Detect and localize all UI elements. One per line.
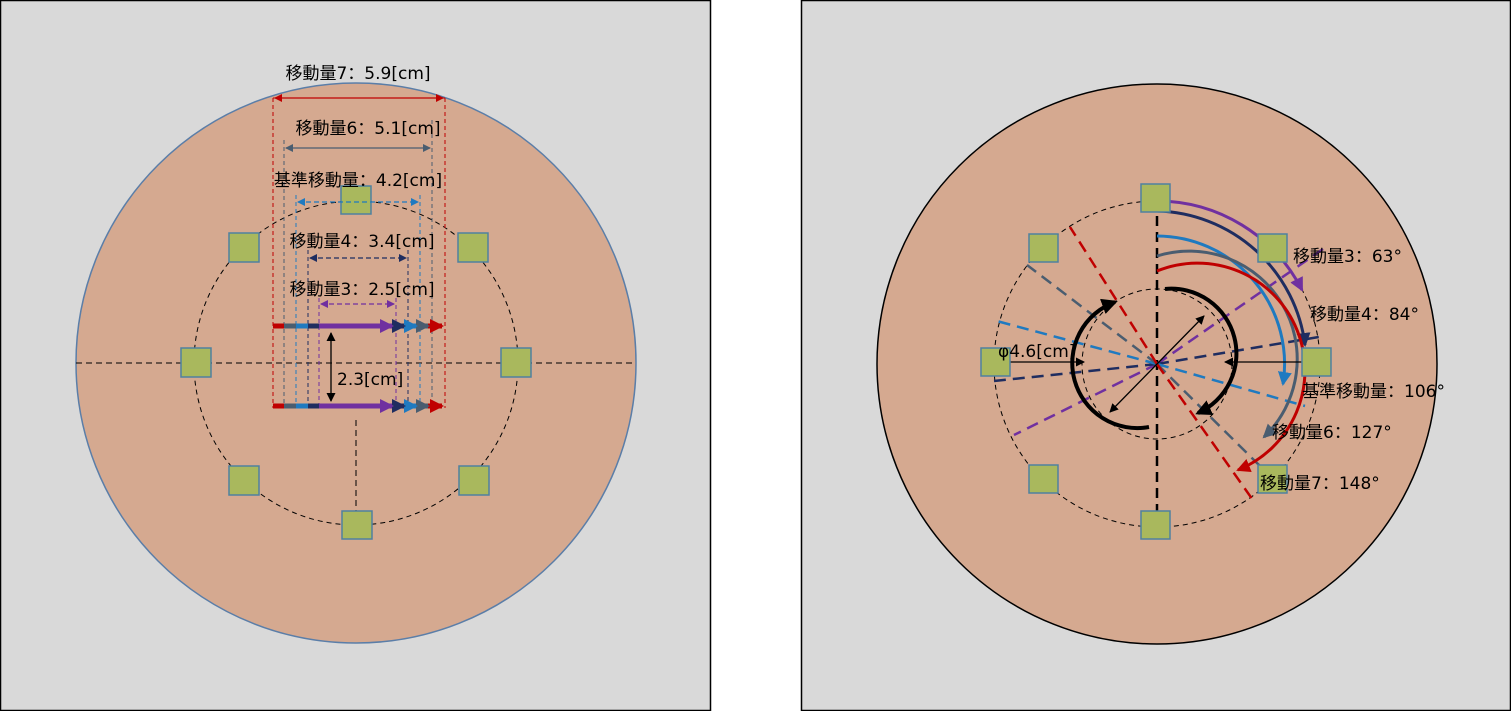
left-pad-bottom [341, 510, 373, 540]
right-pad-left [980, 347, 1011, 377]
right-label-base: 基準移動量：106° [1302, 382, 1445, 402]
right-label-diameter: φ4.6[cm] [998, 342, 1075, 362]
left-pad-left [180, 347, 212, 378]
right-pad-bottom [1140, 510, 1171, 540]
right-panel: φ4.6[cm] 移動量3：63° 移動量4：84° 基準移動量：106° 移動… [800, 0, 1511, 711]
radial-navy-opposite [993, 362, 1158, 383]
radial-red-opposite [1068, 226, 1159, 365]
left-label-amount6: 移動量6：5.1[cm] [295, 119, 440, 139]
right-pad-lower-right [1257, 464, 1288, 494]
arc-base [1156, 234, 1292, 386]
left-pad-lower-right [458, 465, 490, 496]
right-label-amount7: 移動量7：148° [1260, 474, 1380, 494]
right-label-amount3: 移動量3：63° [1293, 247, 1402, 267]
right-pad-upper-right [1257, 233, 1288, 263]
arc-amount4 [1156, 209, 1311, 347]
right-label-amount4: 移動量4：84° [1310, 305, 1419, 325]
arc-amount7 [1156, 261, 1307, 472]
left-label-amount4: 移動量4：3.4[cm] [289, 232, 434, 252]
left-label-base: 基準移動量：4.2[cm] [274, 171, 442, 191]
radial-slate [1156, 363, 1263, 469]
right-label-amount6: 移動量6：127° [1272, 423, 1392, 443]
left-pad-upper-right [457, 232, 489, 263]
left-label-gap: 2.3[cm] [337, 370, 403, 390]
right-pad-upper-left [1028, 233, 1059, 263]
right-pad-top [1140, 183, 1171, 213]
radial-blue [1156, 362, 1306, 408]
left-panel: 移動量7：5.9[cm] 移動量6：5.1[cm] 基準移動量：4.2[cm] … [0, 0, 712, 711]
left-pad-lower-left [228, 465, 260, 496]
rotation-arrow-left [1070, 298, 1150, 431]
left-pad-upper-left [228, 232, 260, 263]
rotation-arrow-right [1164, 286, 1239, 415]
radial-purple [1156, 247, 1324, 366]
right-pad-lower-left [1028, 464, 1059, 494]
left-label-amount7: 移動量7：5.9[cm] [285, 64, 430, 84]
right-pad-right [1301, 347, 1332, 377]
arc-amount3 [1156, 199, 1304, 292]
radial-red [1155, 363, 1257, 504]
radius-arrow [1156, 315, 1205, 365]
radius-arrow-opposite [1109, 363, 1158, 413]
left-pad-right [500, 347, 532, 378]
left-label-amount3: 移動量3：2.5[cm] [289, 280, 434, 300]
